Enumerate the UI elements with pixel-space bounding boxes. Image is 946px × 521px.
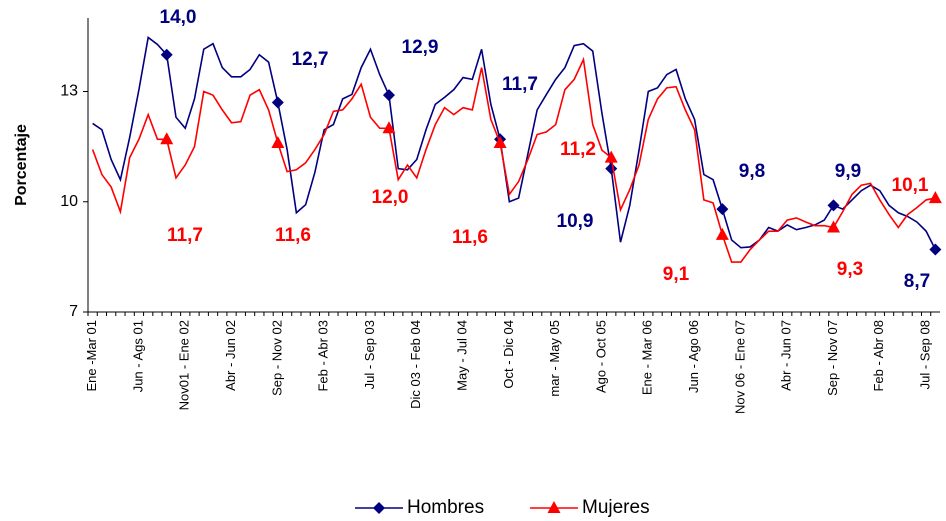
marker [827, 199, 840, 212]
marker [271, 96, 284, 109]
marker [271, 135, 285, 148]
data-label: 12,7 [292, 49, 329, 70]
series-line [92, 36, 937, 250]
marker [605, 162, 618, 175]
marker [493, 135, 507, 148]
data-label: 11,2 [560, 139, 596, 160]
data-label: 9,8 [739, 161, 765, 182]
x-tick-label: Ene -Mar 01 [84, 320, 99, 392]
data-label: 8,7 [904, 271, 930, 292]
x-tick-label: Jun - Ago 06 [686, 320, 701, 393]
x-tick-label: Nov 06 - Ene 07 [732, 320, 747, 414]
x-tick-label: Jun - Ags 01 [130, 320, 145, 392]
marker [715, 227, 729, 240]
data-label: 11,6 [275, 225, 311, 246]
data-label: 9,1 [663, 264, 690, 285]
x-tick-label: Jul - Sep 03 [362, 320, 377, 389]
marker [827, 220, 840, 233]
x-tick-label: Feb - Abr 08 [871, 320, 886, 392]
data-label: 14,0 [160, 7, 197, 28]
marker [382, 121, 396, 134]
legend-label: Mujeres [582, 497, 650, 518]
marker [160, 48, 173, 61]
data-label: 9,3 [837, 259, 863, 280]
x-tick-label: May - Jul 04 [455, 320, 470, 391]
x-tick-label: Jul - Sep 08 [918, 320, 933, 389]
marker [928, 191, 942, 204]
x-tick-label: Dic 03 - Feb 04 [408, 320, 423, 409]
marker [604, 150, 618, 163]
data-label: 11,7 [502, 74, 538, 95]
data-label: 10,1 [892, 175, 929, 196]
marker [716, 203, 729, 216]
marker [160, 132, 174, 145]
y-axis-label: Porcentaje [13, 124, 30, 206]
data-label: 11,6 [452, 227, 488, 248]
x-tick-label: Abr - Jun 02 [223, 320, 238, 391]
x-tick-label: Sep - Nov 02 [269, 320, 284, 396]
marker [547, 501, 561, 513]
x-tick-label: Oct - Dic 04 [501, 320, 516, 389]
marker [929, 243, 942, 256]
x-tick-label: Abr - Jun 07 [779, 320, 794, 391]
series-line [91, 56, 936, 263]
marker [373, 502, 385, 514]
data-label: 9,9 [835, 161, 861, 182]
y-tick-label: 7 [69, 303, 78, 320]
data-label: 12,9 [402, 37, 439, 58]
x-tick-label: Ene - Mar 06 [640, 320, 655, 395]
x-tick-label: Nov01 - Ene 02 [177, 320, 192, 410]
x-tick-label: Feb - Abr 03 [316, 320, 331, 392]
data-label: 10,9 [557, 211, 594, 232]
x-tick-label: Ago - Oct 05 [593, 320, 608, 393]
data-label: 11,7 [167, 225, 203, 246]
y-tick-label: 13 [60, 83, 78, 100]
y-tick-label: 10 [60, 193, 78, 210]
x-tick-label: Sep - Nov 07 [825, 320, 840, 396]
legend-label: Hombres [407, 497, 484, 518]
data-label: 12,0 [372, 187, 409, 208]
x-tick-label: mar - May 05 [547, 320, 562, 397]
marker [382, 89, 395, 102]
